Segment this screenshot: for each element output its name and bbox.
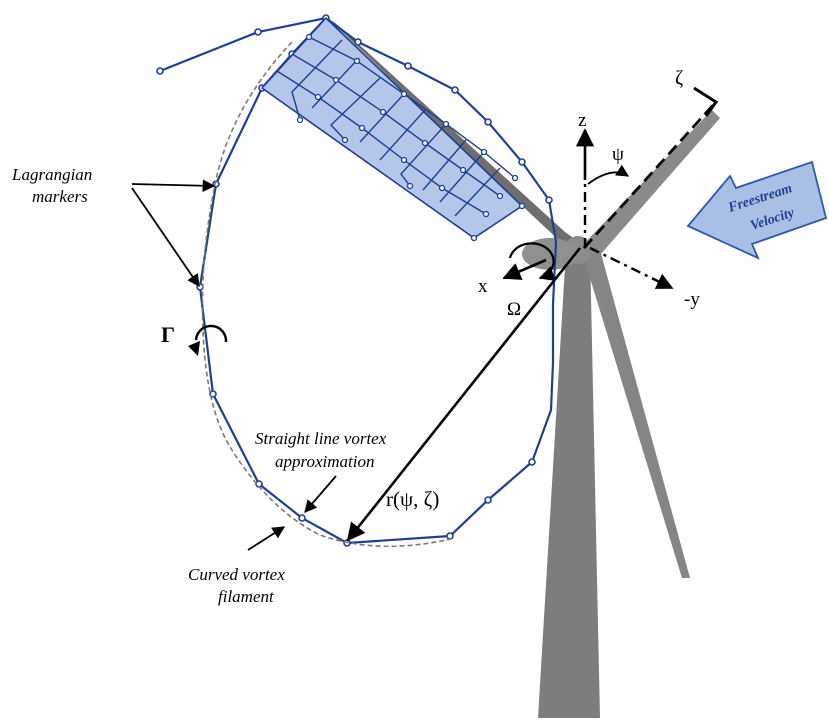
straight-arrow [304, 475, 337, 513]
freestream-arrow-shape [686, 160, 828, 260]
omega-rotation-arrow [508, 242, 556, 281]
straight-label-line2: approximation [275, 452, 374, 471]
position-vector: r(ψ, ζ) [346, 247, 582, 542]
freestream-velocity-arrow: Freestream Velocity [686, 160, 828, 260]
circulation-arrow [194, 324, 228, 343]
lagrangian-label-line1: Lagrangian [11, 165, 92, 184]
turbine-blade-top-right [578, 110, 720, 255]
lagrangian-arrow-1 [131, 179, 216, 193]
curved-filament-annotation: Curved vortex filament [188, 526, 286, 606]
y-axis-label: -y [684, 289, 700, 310]
x-axis-label: x [478, 276, 488, 297]
curved-vortex-filament [201, 41, 456, 548]
position-vector-label: r(ψ, ζ) [386, 487, 439, 511]
zeta-axis-arrowhead [693, 86, 719, 117]
curved-label-line1: Curved vortex [188, 565, 285, 584]
zeta-axis [582, 103, 716, 249]
curved-arrow [247, 526, 286, 551]
turbine-tower [538, 250, 600, 718]
z-axis-label: z [578, 110, 586, 131]
blade-panel-mesh [260, 16, 526, 242]
turbine-nacelle [522, 238, 578, 270]
y-axis [589, 246, 674, 290]
coordinate-system: z x -y ζ ψ Ω [478, 67, 719, 320]
turbine-blade-lower-right [582, 250, 690, 578]
turbine-blade-upper-edge [330, 18, 590, 255]
lagrangian-arrow-2 [131, 187, 200, 288]
gamma-label: Γ [161, 322, 175, 347]
straight-line-annotation: Straight line vortex approximation [255, 429, 387, 513]
circulation-annotation: Γ [161, 322, 228, 356]
lagrangian-markers-annotation: Lagrangian markers [11, 165, 216, 288]
straight-label-line1: Straight line vortex [255, 429, 387, 448]
omega-label: Ω [507, 299, 521, 320]
position-vector-arrow [346, 247, 582, 542]
curved-label-line2: filament [218, 587, 275, 606]
lagrangian-label-line2: markers [32, 187, 88, 206]
psi-angle-label: ψ [612, 144, 624, 165]
psi-angle-arc [587, 164, 630, 185]
zeta-axis-label: ζ [675, 67, 683, 89]
x-axis [502, 258, 547, 280]
